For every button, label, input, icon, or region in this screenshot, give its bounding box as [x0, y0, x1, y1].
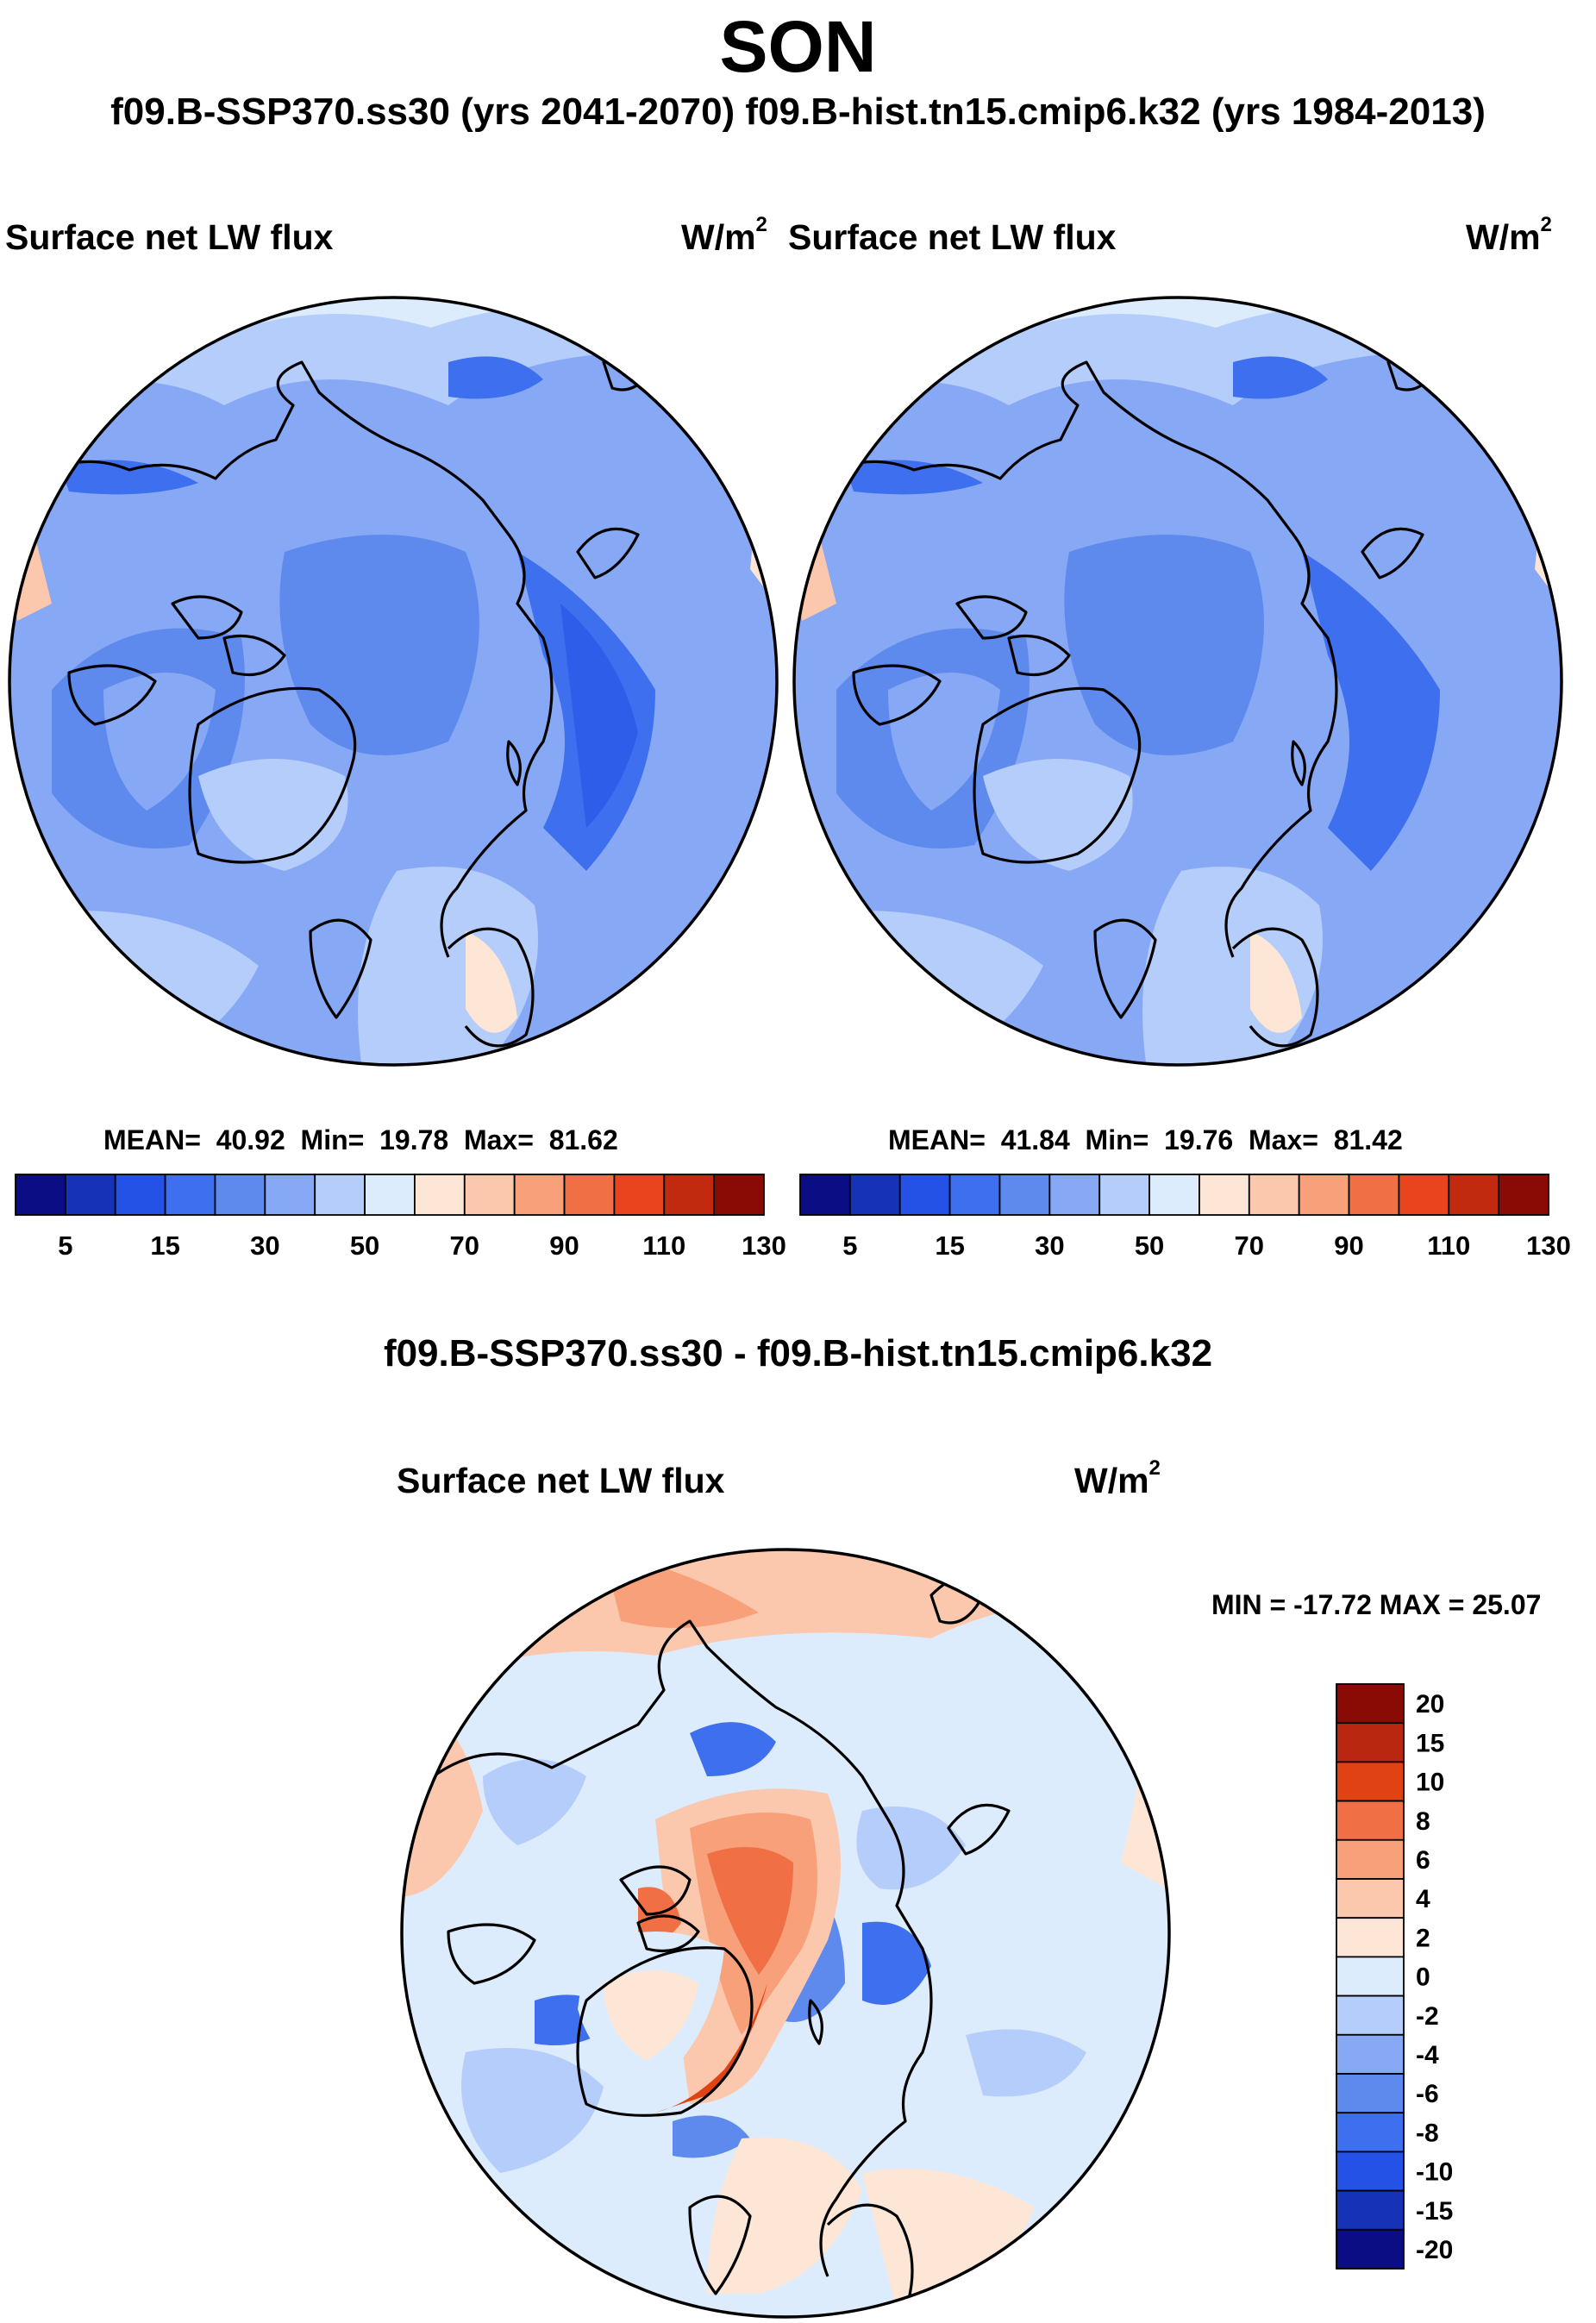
colorbar-difference-swatch-10: [1336, 2073, 1405, 2114]
figure-title: SON: [719, 6, 877, 87]
diff-unit-label: W/m2: [1074, 1456, 1161, 1500]
colorbar-ssp370-tick-label: 5: [58, 1230, 72, 1261]
colorbar-ssp370-swatch-13: [663, 1174, 716, 1216]
colorbar-difference-swatch-13: [1336, 2189, 1405, 2231]
colorbar-historical-tick-label: 15: [935, 1230, 964, 1261]
colorbar-historical-swatch-0: [799, 1174, 851, 1216]
colorbar-ssp370-swatch-1: [64, 1174, 116, 1216]
colorbar-ssp370-swatch-6: [314, 1174, 366, 1216]
map-historical: [792, 296, 1563, 1067]
colorbar-difference-tick-label: 0: [1416, 1963, 1430, 1992]
colorbar-ssp370-tick-label: 50: [350, 1230, 379, 1261]
colorbar-ssp370-swatch-12: [613, 1174, 666, 1216]
colorbar-historical-swatch-7: [1148, 1174, 1200, 1216]
colorbar-historical-tick-label: 130: [1526, 1230, 1571, 1261]
colorbar-difference-swatch-11: [1336, 2112, 1405, 2153]
colorbar-historical-tick-label: 5: [842, 1230, 857, 1261]
colorbar-difference-tick-label: 10: [1416, 1769, 1444, 1797]
colorbar-historical-swatch-4: [998, 1174, 1051, 1216]
colorbar-ssp370-tick-label: 30: [250, 1230, 279, 1261]
colorbar-difference-tick-label: 15: [1416, 1729, 1444, 1757]
colorbar-difference-swatch-4: [1336, 1838, 1405, 1880]
panel1-stats: MEAN= 40.92 Min= 19.78 Max= 81.62: [103, 1124, 618, 1155]
panel1-variable-label: Surface net LW flux: [5, 217, 334, 257]
colorbar-difference-tick-label: -4: [1416, 2041, 1439, 2069]
colorbar-historical-swatch-2: [898, 1174, 951, 1216]
colorbar-historical-swatch-10: [1298, 1174, 1350, 1216]
colorbar-ssp370-tick-label: 110: [642, 1230, 685, 1261]
colorbar-difference-tick-label: -15: [1416, 2197, 1453, 2226]
colorbar-historical-tick-label: 110: [1427, 1230, 1470, 1261]
colorbar-difference-swatch-0: [1336, 1683, 1405, 1725]
colorbar-difference-tick-label: -10: [1416, 2158, 1453, 2187]
colorbar-ssp370-swatch-9: [463, 1174, 516, 1216]
colorbar-historical-swatch-1: [848, 1174, 901, 1216]
colorbar-difference-swatch-12: [1336, 2151, 1405, 2192]
colorbar-historical-swatch-9: [1248, 1174, 1300, 1216]
colorbar-difference-tick-label: 20: [1416, 1690, 1444, 1719]
colorbar-historical-tick-label: 90: [1334, 1230, 1363, 1261]
colorbar-historical-swatch-6: [1098, 1174, 1150, 1216]
colorbar-ssp370-tick-label: 130: [742, 1230, 786, 1261]
panel1-unit-label: W/m2: [681, 213, 767, 257]
colorbar-ssp370-swatch-7: [364, 1174, 416, 1216]
panel2-stats: MEAN= 41.84 Min= 19.76 Max= 81.42: [888, 1124, 1403, 1155]
colorbar-difference-swatch-8: [1336, 1994, 1405, 2036]
colorbar-difference-swatch-5: [1336, 1878, 1405, 1919]
colorbar-ssp370: 5 15 30 50 70 90 110 130: [15, 1174, 786, 1261]
colorbar-difference-swatch-9: [1336, 2033, 1405, 2075]
panel2-unit-label: W/m2: [1466, 213, 1552, 257]
map-ssp370: [8, 296, 779, 1067]
colorbar-difference-tick-label: 6: [1416, 1846, 1430, 1875]
colorbar-ssp370-tick-label: 15: [150, 1230, 179, 1261]
colorbar-ssp370-swatch-4: [214, 1174, 266, 1216]
colorbar-difference-swatch-6: [1336, 1917, 1405, 1958]
colorbar-ssp370-swatch-3: [164, 1174, 216, 1216]
colorbar-ssp370-tick-label: 70: [450, 1230, 479, 1261]
colorbar-difference-tick-label: -20: [1416, 2236, 1453, 2264]
colorbar-historical: 5 15 30 50 70 90 110 130: [799, 1174, 1571, 1261]
map-difference: [400, 1548, 1171, 2319]
panel2-variable-label: Surface net LW flux: [788, 217, 1117, 257]
colorbar-ssp370-swatch-14: [713, 1174, 765, 1216]
colorbar-historical-swatch-3: [948, 1174, 1001, 1216]
diff-variable-label: Surface net LW flux: [397, 1461, 725, 1500]
colorbar-ssp370-swatch-10: [513, 1174, 566, 1216]
colorbar-historical-tick-label: 50: [1135, 1230, 1164, 1261]
colorbar-difference-tick-label: 2: [1416, 1924, 1430, 1952]
colorbar-ssp370-swatch-11: [563, 1174, 616, 1216]
colorbar-historical-tick-label: 30: [1035, 1230, 1064, 1261]
colorbar-historical-swatch-14: [1498, 1174, 1549, 1216]
colorbar-difference-tick-label: -6: [1416, 2080, 1439, 2108]
colorbar-historical-swatch-8: [1199, 1174, 1250, 1216]
diff-minmax: MIN = -17.72 MAX = 25.07: [1211, 1589, 1542, 1620]
colorbar-difference-swatch-7: [1336, 1956, 1405, 1997]
colorbar-difference-swatch-14: [1336, 2228, 1405, 2270]
colorbar-historical-swatch-13: [1448, 1174, 1500, 1216]
colorbar-difference-swatch-1: [1336, 1722, 1405, 1763]
colorbar-difference-swatch-2: [1336, 1761, 1405, 1802]
colorbar-difference-tick-label: -2: [1416, 2002, 1439, 2031]
colorbar-ssp370-swatch-0: [15, 1174, 66, 1216]
colorbar-ssp370-tick-label: 90: [549, 1230, 579, 1261]
colorbar-historical-swatch-11: [1348, 1174, 1400, 1216]
colorbar-ssp370-swatch-8: [414, 1174, 466, 1216]
colorbar-ssp370-swatch-5: [264, 1174, 316, 1216]
colorbar-difference-tick-label: 8: [1416, 1807, 1430, 1836]
colorbar-historical-swatch-5: [1048, 1174, 1101, 1216]
colorbar-difference-tick-label: -8: [1416, 2119, 1439, 2147]
figure-subtitle: f09.B-SSP370.ss30 (yrs 2041-2070) f09.B-…: [110, 91, 1486, 133]
colorbar-historical-tick-label: 70: [1235, 1230, 1264, 1261]
colorbar-difference-tick-label: 4: [1416, 1885, 1430, 1913]
difference-title: f09.B-SSP370.ss30 - f09.B-hist.tn15.cmip…: [383, 1332, 1213, 1374]
colorbar-ssp370-swatch-2: [114, 1174, 166, 1216]
colorbar-historical-swatch-12: [1398, 1174, 1450, 1216]
colorbar-difference-swatch-3: [1336, 1800, 1405, 1841]
